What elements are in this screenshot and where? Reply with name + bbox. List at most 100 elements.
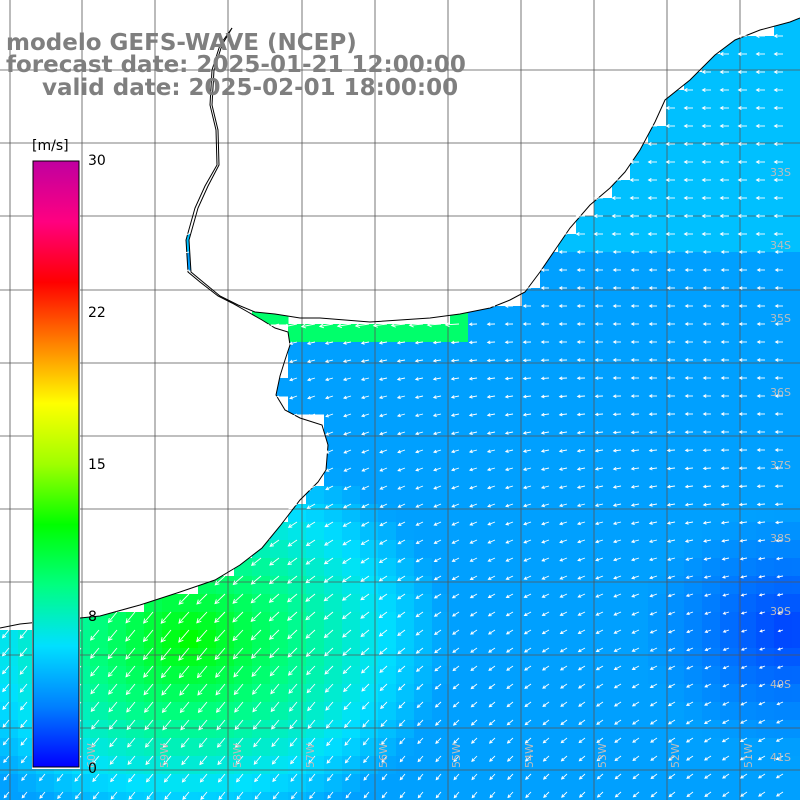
wind-arrow [143,683,154,695]
wind-arrow-head [380,705,385,710]
field-cell [792,558,800,577]
wind-arrow-head [306,341,311,345]
wind-arrow-head [740,720,744,724]
wind-arrow [595,431,604,434]
wind-arrow [524,683,532,689]
field-cell [756,36,775,55]
wind-arrow [487,359,496,362]
wind-arrow [667,449,676,451]
wind-arrow-head [630,268,635,272]
wind-arrow [651,791,658,798]
wind-arrow-head [469,613,474,617]
field-cell [504,612,523,631]
field-cell [630,612,649,631]
wind-arrow-head [343,432,348,436]
wind-arrow [757,503,766,506]
wind-arrow [415,359,424,362]
wind-arrow [487,449,496,453]
field-cell [396,738,415,757]
wind-arrow-head [379,522,384,527]
field-cell [648,594,667,613]
field-cell [36,792,55,800]
field-cell [414,648,433,667]
wind-arrow-head [199,778,205,783]
field-cell [648,234,667,253]
wind-arrow-head [524,739,529,744]
wind-arrow-head [379,468,384,472]
field-cell [684,792,703,800]
wind-arrow-head [631,612,636,616]
wind-arrow-head [758,702,763,706]
field-cell [378,378,397,397]
wind-arrow-head [737,142,742,146]
wind-arrow [595,413,604,416]
field-cell [270,702,289,721]
wind-arrow [596,737,604,743]
wind-arrow [488,665,496,671]
wind-arrow-head [488,667,493,671]
wind-arrow [559,413,568,416]
wind-arrow [397,467,406,472]
field-cell [414,486,433,505]
wind-arrow [180,719,190,731]
field-cell [468,558,487,577]
wind-arrow-head [487,503,492,508]
field-cell [738,288,757,307]
wind-arrow-head [307,377,311,382]
field-cell [216,594,235,613]
wind-arrow [309,791,316,799]
wind-arrow [290,755,298,764]
wind-arrow-head [426,322,432,328]
field-cell [396,360,415,379]
wind-arrow-head [630,394,635,398]
field-cell [594,576,613,595]
field-cell [324,576,343,595]
wind-arrow-head [487,594,492,599]
wind-arrow [452,521,460,526]
field-cell [450,522,469,541]
wind-arrow-head [594,503,599,507]
wind-arrow-head [506,667,510,671]
wind-arrow [488,629,496,635]
field-cell [576,612,595,631]
wind-arrow-head [702,484,707,489]
wind-arrow [126,683,136,695]
field-cell [576,648,595,667]
field-cell [576,414,595,433]
field-cell [198,738,217,757]
wind-arrow-head [773,178,778,182]
wind-arrow-head [361,431,366,436]
wind-arrow [631,521,640,525]
field-cell [360,594,379,613]
wind-arrow [453,737,460,744]
wind-arrow-head [361,705,366,710]
wind-arrow [505,521,514,526]
field-cell [774,774,793,793]
wind-arrow-head [90,689,96,695]
field-cell [612,774,631,793]
wind-arrow [291,791,298,799]
wind-arrow-head [649,684,654,689]
wind-arrow-head [667,702,672,707]
field-cell [486,486,505,505]
wind-arrow [488,539,496,544]
field-cell [540,486,559,505]
field-cell [0,756,19,775]
field-cell [738,252,757,271]
wind-arrow-head [287,634,293,640]
wind-arrow [380,485,388,490]
wind-arrow [344,485,352,490]
wind-arrow-head [649,575,654,580]
field-cell [774,738,793,757]
wind-arrow-head [179,233,184,237]
field-cell [630,324,649,343]
wind-arrow-head [451,467,455,472]
wind-arrow-head [343,413,348,418]
field-cell [576,378,595,397]
wind-arrow-head [523,540,528,544]
wind-arrow [109,755,118,765]
wind-arrow [469,485,478,489]
field-cell [432,468,451,487]
field-cell [504,396,523,415]
